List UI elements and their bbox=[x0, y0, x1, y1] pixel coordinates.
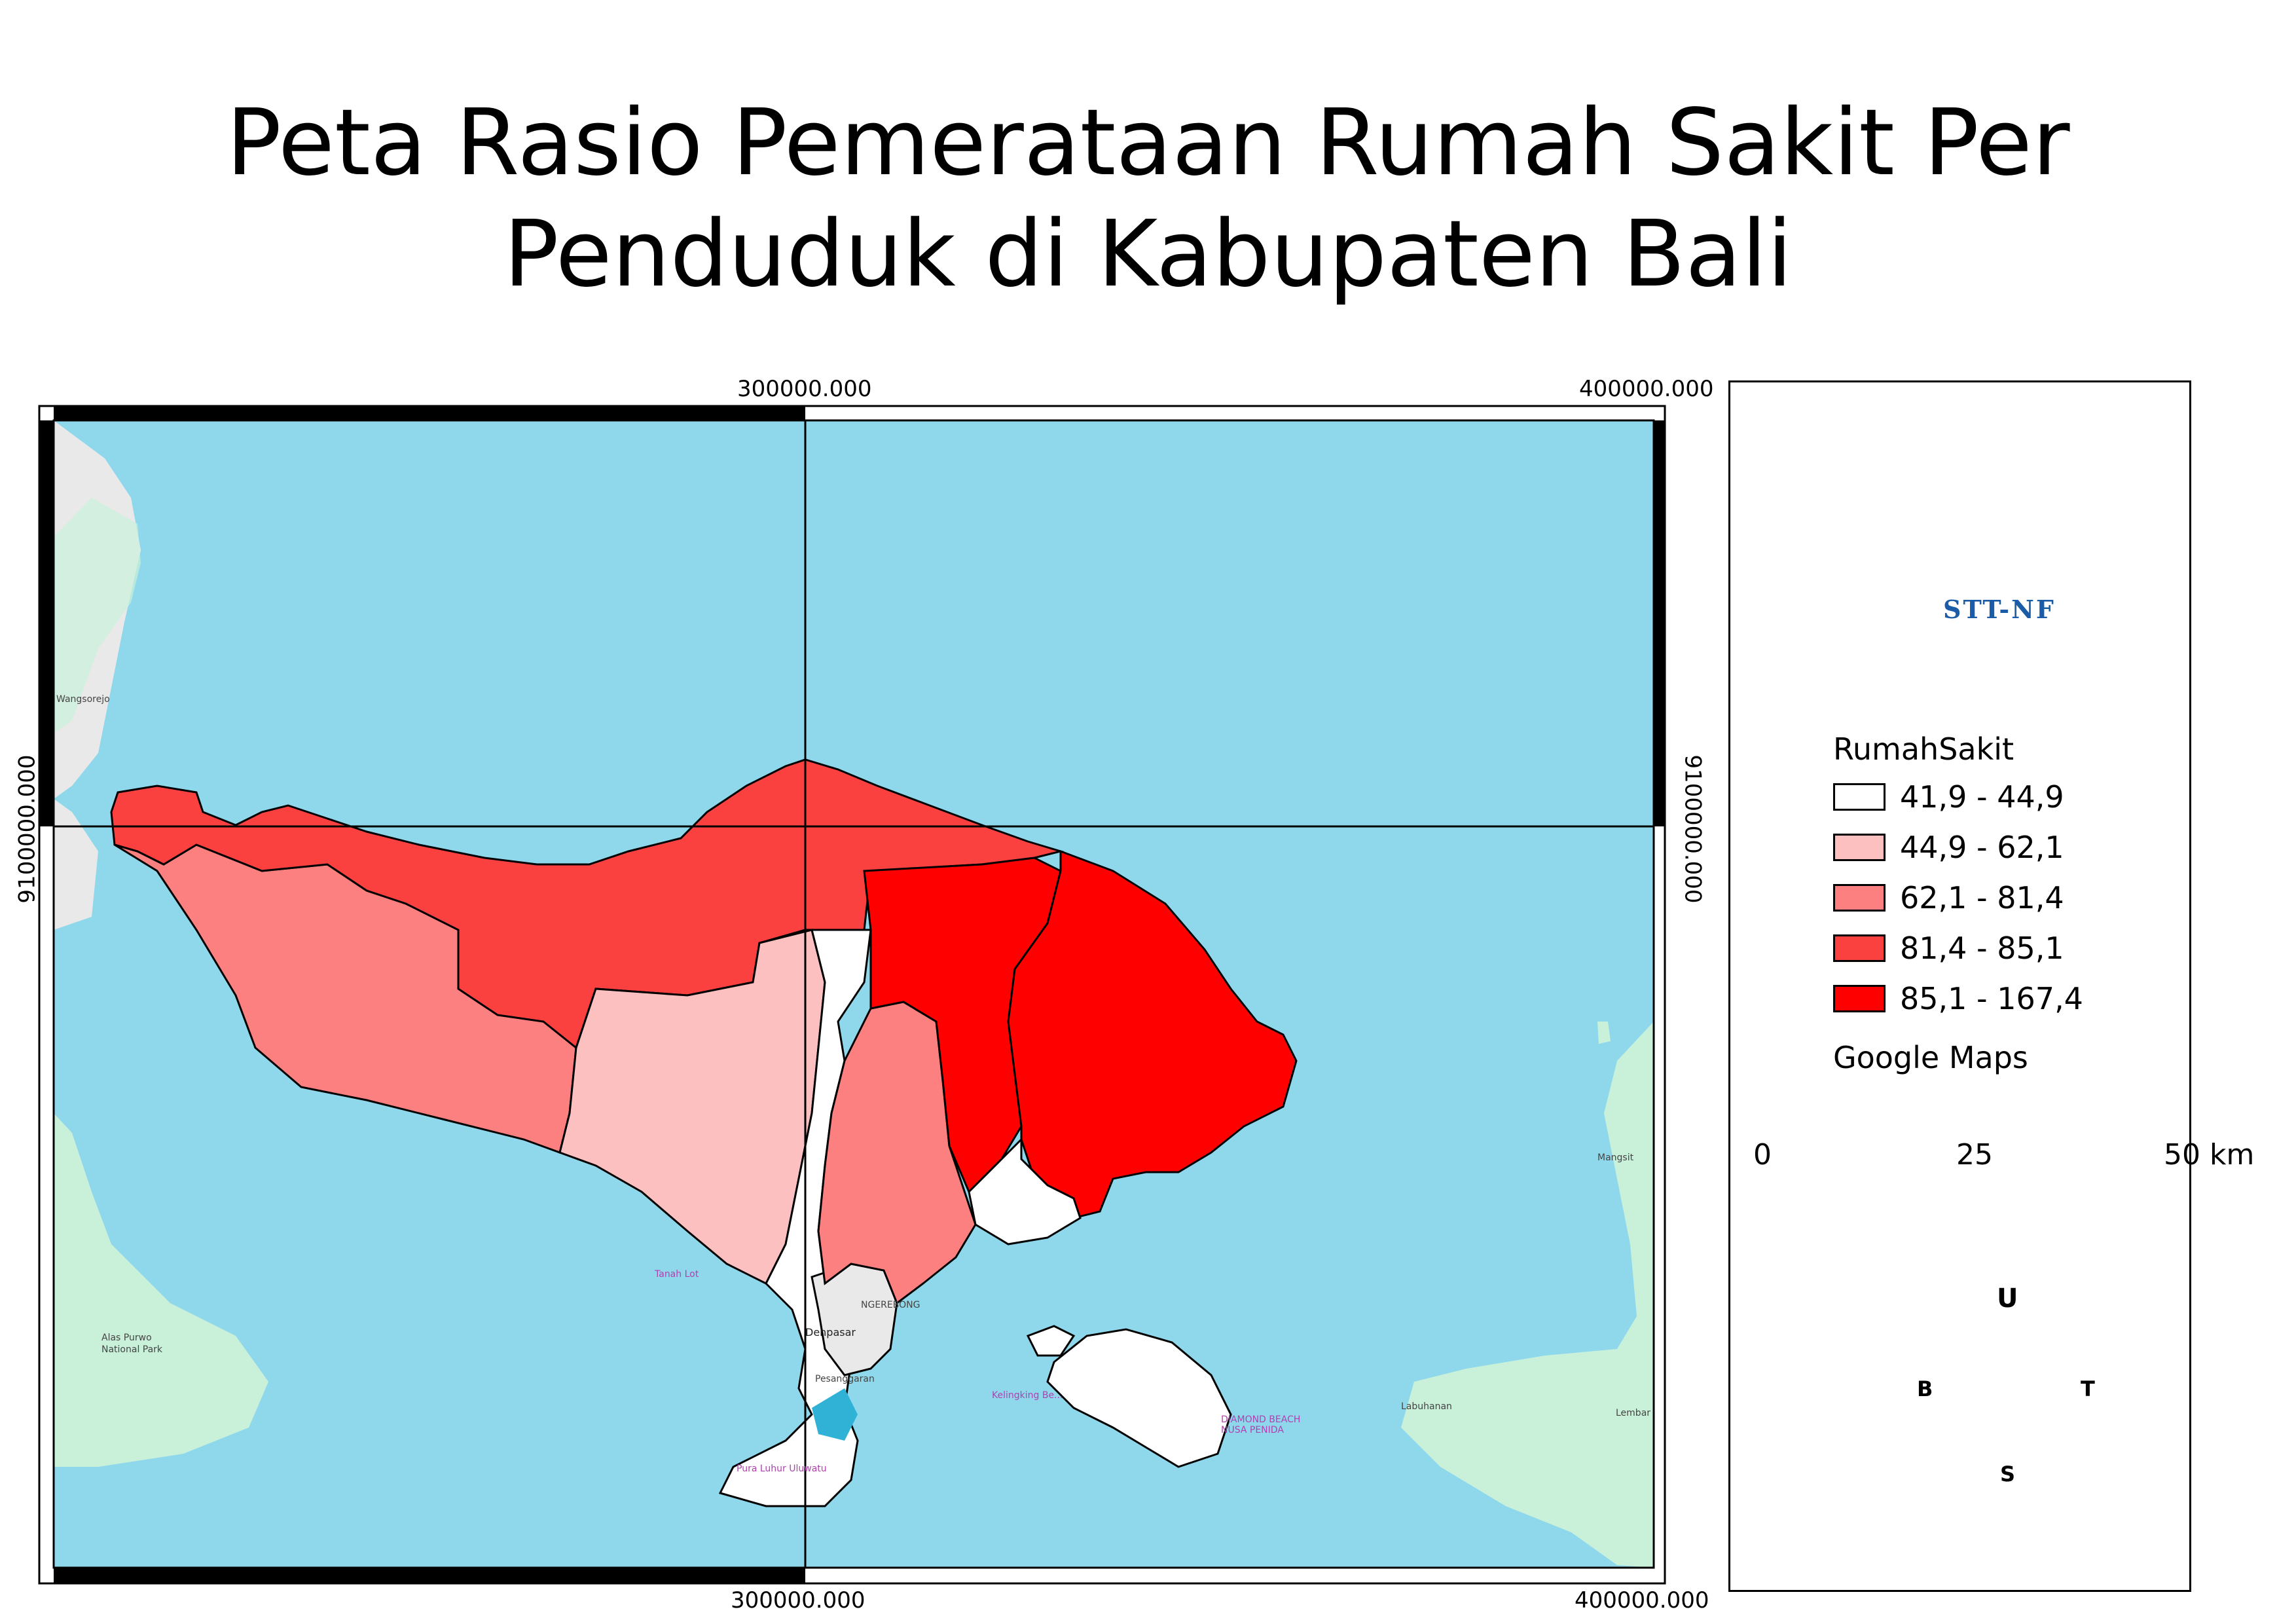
map-label-denpasar: Denpasar bbox=[805, 1326, 856, 1338]
map-frame-inner bbox=[52, 419, 1655, 1569]
grid-label-bottom-400000: 400000.000 bbox=[1575, 1587, 1709, 1614]
gili-island-1 bbox=[1597, 1022, 1611, 1044]
map-title-line-1: Peta Rasio Pemerataan Rumah Sakit Per bbox=[226, 90, 2070, 196]
map-title-line-2: Penduduk di Kabupaten Bali bbox=[503, 201, 1793, 308]
region-nusa-penida bbox=[1046, 1328, 1232, 1468]
map-label-mangsit: Mangsit bbox=[1597, 1153, 1634, 1163]
legend-swatch bbox=[1833, 985, 1886, 1012]
java-green-strip bbox=[54, 498, 141, 733]
map-label-kelingking: Kelingking Be... bbox=[992, 1390, 1063, 1401]
legend-swatch bbox=[1833, 783, 1886, 811]
compass-north-label: U bbox=[1997, 1283, 2018, 1314]
legend-title: RumahSakit bbox=[1833, 731, 2014, 767]
frame-left-black bbox=[39, 420, 54, 826]
scale-label-25: 25 bbox=[1956, 1138, 1993, 1172]
grid-label-top-300000: 300000.000 bbox=[737, 376, 872, 402]
map-label-lembar: Lembar bbox=[1616, 1408, 1651, 1418]
region-klungkung bbox=[968, 1137, 1082, 1246]
frame-right-black bbox=[1654, 420, 1665, 826]
grid-label-bottom-300000: 300000.000 bbox=[731, 1587, 866, 1614]
map-label-nusa-penida: NUSA PENIDA bbox=[1221, 1425, 1284, 1435]
region-karangasem bbox=[1007, 849, 1298, 1219]
map-label-ngerebong: NGEREBONG bbox=[861, 1300, 920, 1310]
scale-label-0: 0 bbox=[1753, 1138, 1772, 1172]
frame-bottom-black bbox=[54, 1568, 805, 1583]
map-label-pesanggaran: Pesanggaran bbox=[815, 1374, 875, 1384]
grid-label-left-9100000: 9100000.000 bbox=[14, 754, 41, 904]
alas-purwo-land bbox=[54, 1113, 268, 1467]
legend-basemap-label: Google Maps bbox=[1833, 1040, 2028, 1075]
map-label-alas-purwo-1: Alas Purwo bbox=[101, 1333, 152, 1343]
legend-swatch bbox=[1833, 884, 1886, 912]
map-label-alas-purwo-2: National Park bbox=[101, 1344, 163, 1355]
grid-label-top-400000: 400000.000 bbox=[1579, 376, 1714, 402]
region-buleleng bbox=[110, 758, 1065, 1050]
benoa-bay bbox=[812, 1388, 858, 1441]
legend-item-label: 62,1 - 81,4 bbox=[1900, 880, 2064, 915]
map-label-wangsorejo: Wangsorejo bbox=[56, 694, 110, 705]
lombok-land bbox=[1401, 1022, 1654, 1568]
region-nusa-lembongan bbox=[1026, 1325, 1076, 1357]
grid-label-right-9100000: 9100000.000 bbox=[1679, 754, 1706, 904]
scale-label-50km: 50 km bbox=[2164, 1138, 2255, 1172]
map-label-uluwatu: Pura Luhur Uluwatu bbox=[737, 1464, 827, 1474]
legend-swatch bbox=[1833, 834, 1886, 861]
map-label-diamond-beach: DIAMOND BEACH bbox=[1221, 1414, 1301, 1425]
legend-item-label: 44,9 - 62,1 bbox=[1900, 830, 2064, 865]
map-label-labuhan: Labuhanan bbox=[1401, 1401, 1452, 1412]
compass-south-label: S bbox=[2000, 1462, 2016, 1486]
map-label-tanah-lot: Tanah Lot bbox=[655, 1269, 699, 1280]
legend-swatch bbox=[1833, 934, 1886, 962]
legend-item-label: 41,9 - 44,9 bbox=[1900, 779, 2064, 815]
logo-text: STT-NF bbox=[1943, 595, 2056, 624]
frame-top-black bbox=[54, 406, 805, 420]
legend-panel bbox=[1728, 380, 2191, 1592]
compass-east-label: T bbox=[2081, 1376, 2095, 1401]
legend-item-label: 81,4 - 85,1 bbox=[1900, 931, 2064, 966]
legend-item-label: 85,1 - 167,4 bbox=[1900, 981, 2083, 1016]
compass-west-label: B bbox=[1917, 1376, 1933, 1401]
java-land-south bbox=[54, 799, 98, 930]
